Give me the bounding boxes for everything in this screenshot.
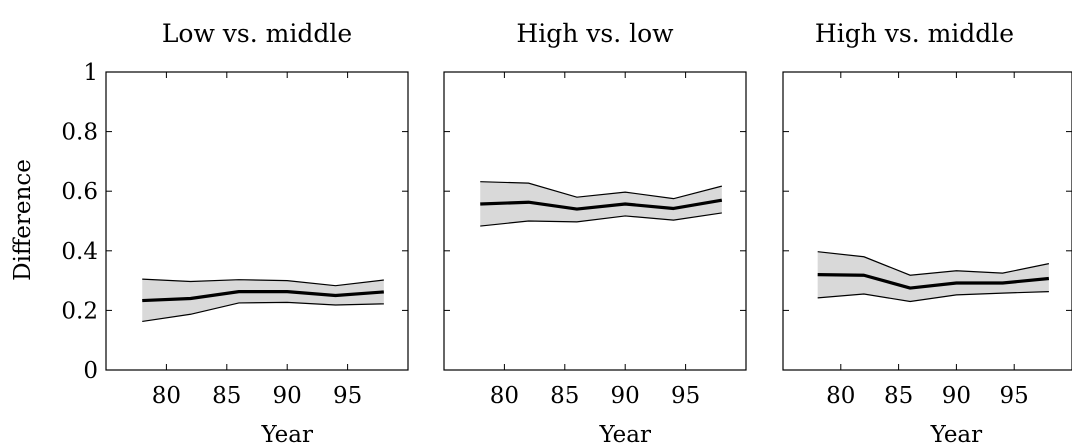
figure-ylabel: Difference — [10, 159, 36, 281]
y-tick-label: 1 — [83, 60, 98, 86]
x-tick-label: 85 — [884, 383, 913, 409]
estimate-line — [480, 198, 723, 211]
chart-title: High vs. low — [516, 19, 674, 48]
x-tick-label: 80 — [490, 383, 519, 409]
y-tick-label: 0.8 — [61, 120, 98, 146]
y-tick-label: 0.2 — [61, 298, 98, 324]
x-tick-label: 90 — [942, 383, 971, 409]
chart-panel-3: High vs. middle 80 85 90 95 Year — [782, 19, 1072, 446]
lower-bound-line — [142, 301, 384, 323]
upper-bound-line — [142, 278, 384, 287]
chart-panel-1: Low vs. middle 0 0.2 0.4 0.6 0.8 1 80 85 90 95 Year — [61, 19, 409, 446]
estimate-line — [142, 290, 384, 303]
plot-frame — [782, 71, 1072, 371]
x-tick-label: 85 — [212, 383, 241, 409]
chart-title: Low vs. middle — [162, 19, 352, 48]
x-tick-label: 90 — [273, 383, 302, 409]
confidence-band — [480, 181, 722, 227]
x-tick-label: 85 — [550, 383, 579, 409]
y-tick-label: 0.6 — [61, 179, 98, 205]
y-tick-label: 0.4 — [61, 239, 98, 265]
x-axis-label: Year — [260, 422, 313, 446]
confidence-band — [817, 251, 1049, 302]
x-tick-label: 95 — [1000, 383, 1029, 409]
upper-bound-line — [480, 181, 722, 200]
upper-bound-line — [817, 251, 1050, 276]
chart-panel-2: High vs. low 80 85 90 95 Year — [443, 19, 747, 446]
x-tick-label: 80 — [826, 383, 855, 409]
lower-bound-line — [817, 291, 1049, 303]
x-tick-label: 95 — [671, 383, 700, 409]
x-tick-label: 90 — [611, 383, 640, 409]
plot-frame — [443, 71, 747, 371]
x-axis-label: Year — [930, 422, 983, 446]
chart-title: High vs. middle — [815, 19, 1014, 48]
estimate-line — [817, 273, 1050, 290]
plot-frame — [105, 71, 409, 371]
x-tick-label: 80 — [152, 383, 181, 409]
y-tick-label: 0 — [83, 358, 98, 384]
lower-bound-line — [480, 212, 722, 227]
x-tick-label: 95 — [333, 383, 362, 409]
x-axis-label: Year — [598, 422, 651, 446]
